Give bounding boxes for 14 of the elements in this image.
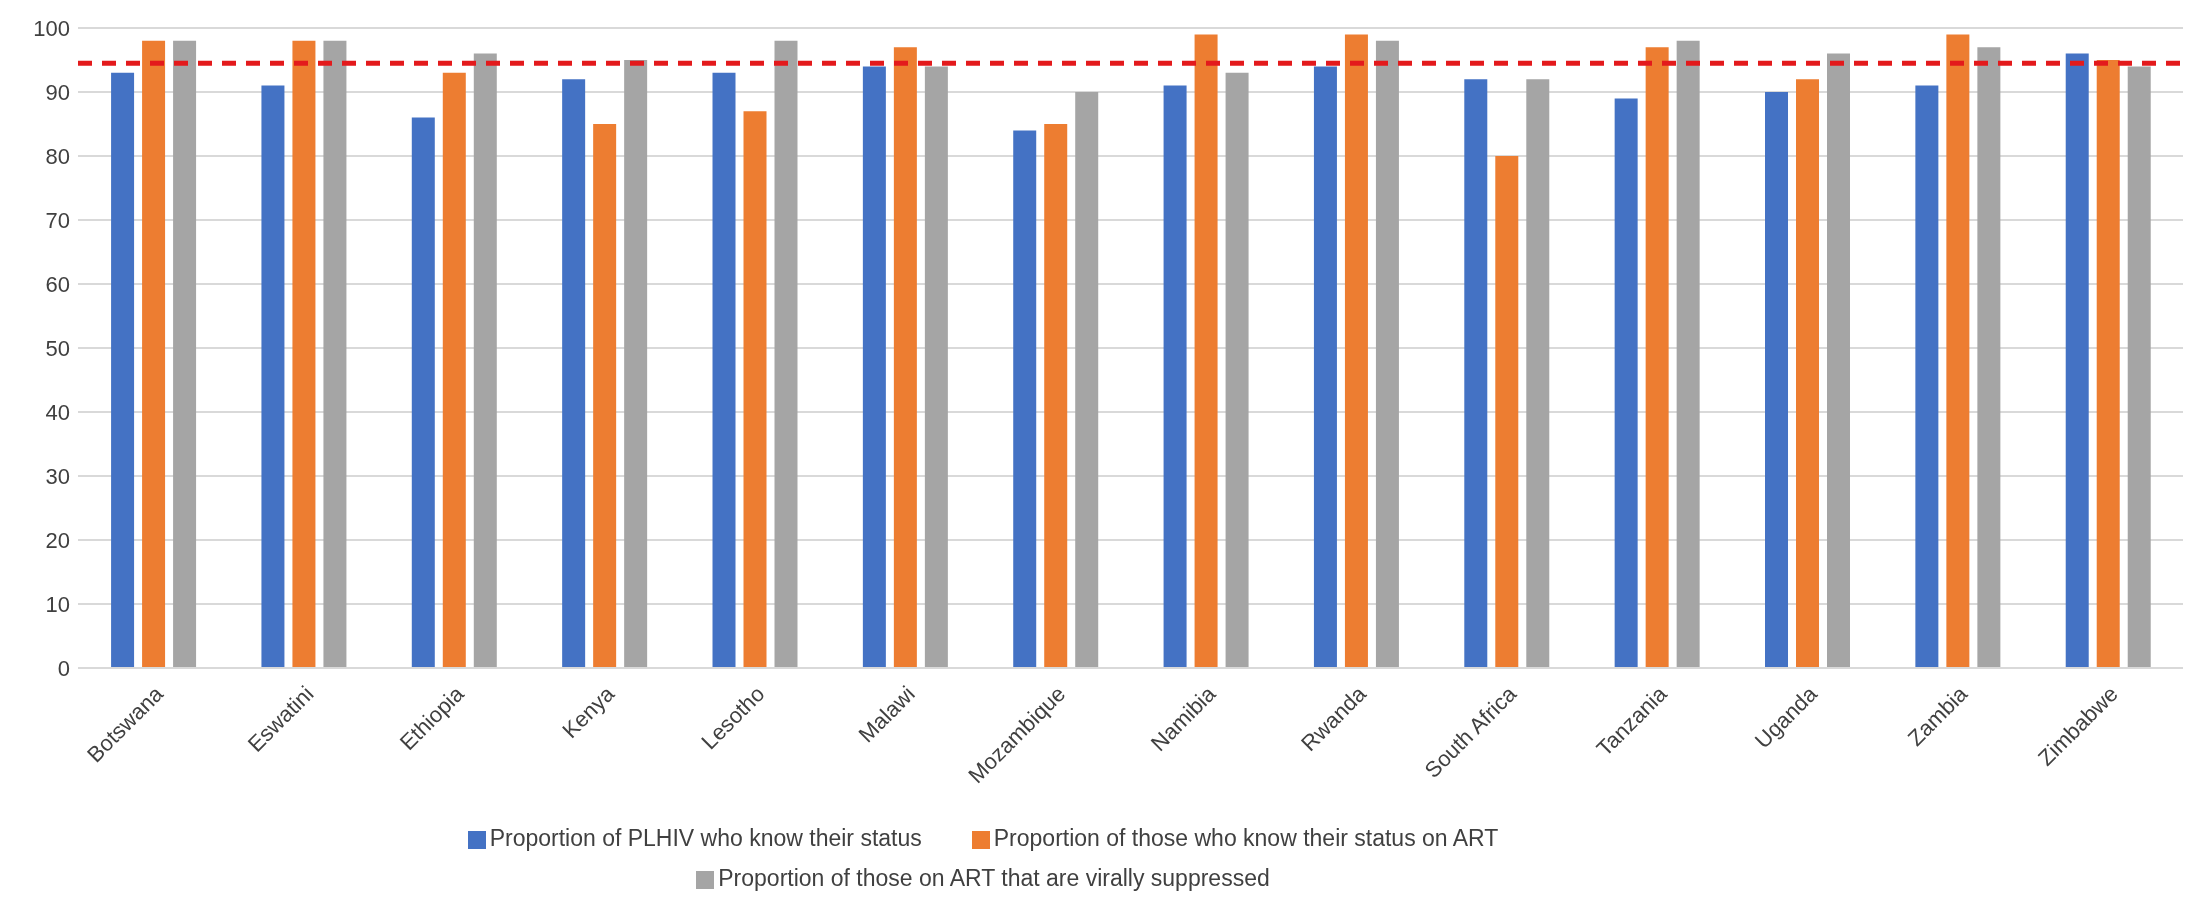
- y-tick-label: 40: [45, 399, 70, 425]
- y-tick-label: 0: [57, 655, 70, 681]
- y-tick-label: 80: [45, 143, 70, 169]
- legend-label: Proportion of those on ART that are virally suppressed: [718, 865, 1270, 891]
- y-tick-label: 20: [45, 527, 70, 553]
- legend-label: Proportion of those who know their status on ART: [993, 825, 1499, 851]
- y-tick-label: 30: [45, 463, 70, 489]
- y-tick-label: 100: [33, 15, 70, 41]
- y-tick-label: 70: [45, 207, 70, 233]
- y-tick-label: 10: [45, 591, 70, 617]
- y-tick-label: 50: [45, 335, 70, 361]
- y-tick-label: 90: [45, 79, 70, 105]
- legend-label: Proportion of PLHIV who know their status: [489, 825, 922, 851]
- y-tick-label: 60: [45, 271, 70, 297]
